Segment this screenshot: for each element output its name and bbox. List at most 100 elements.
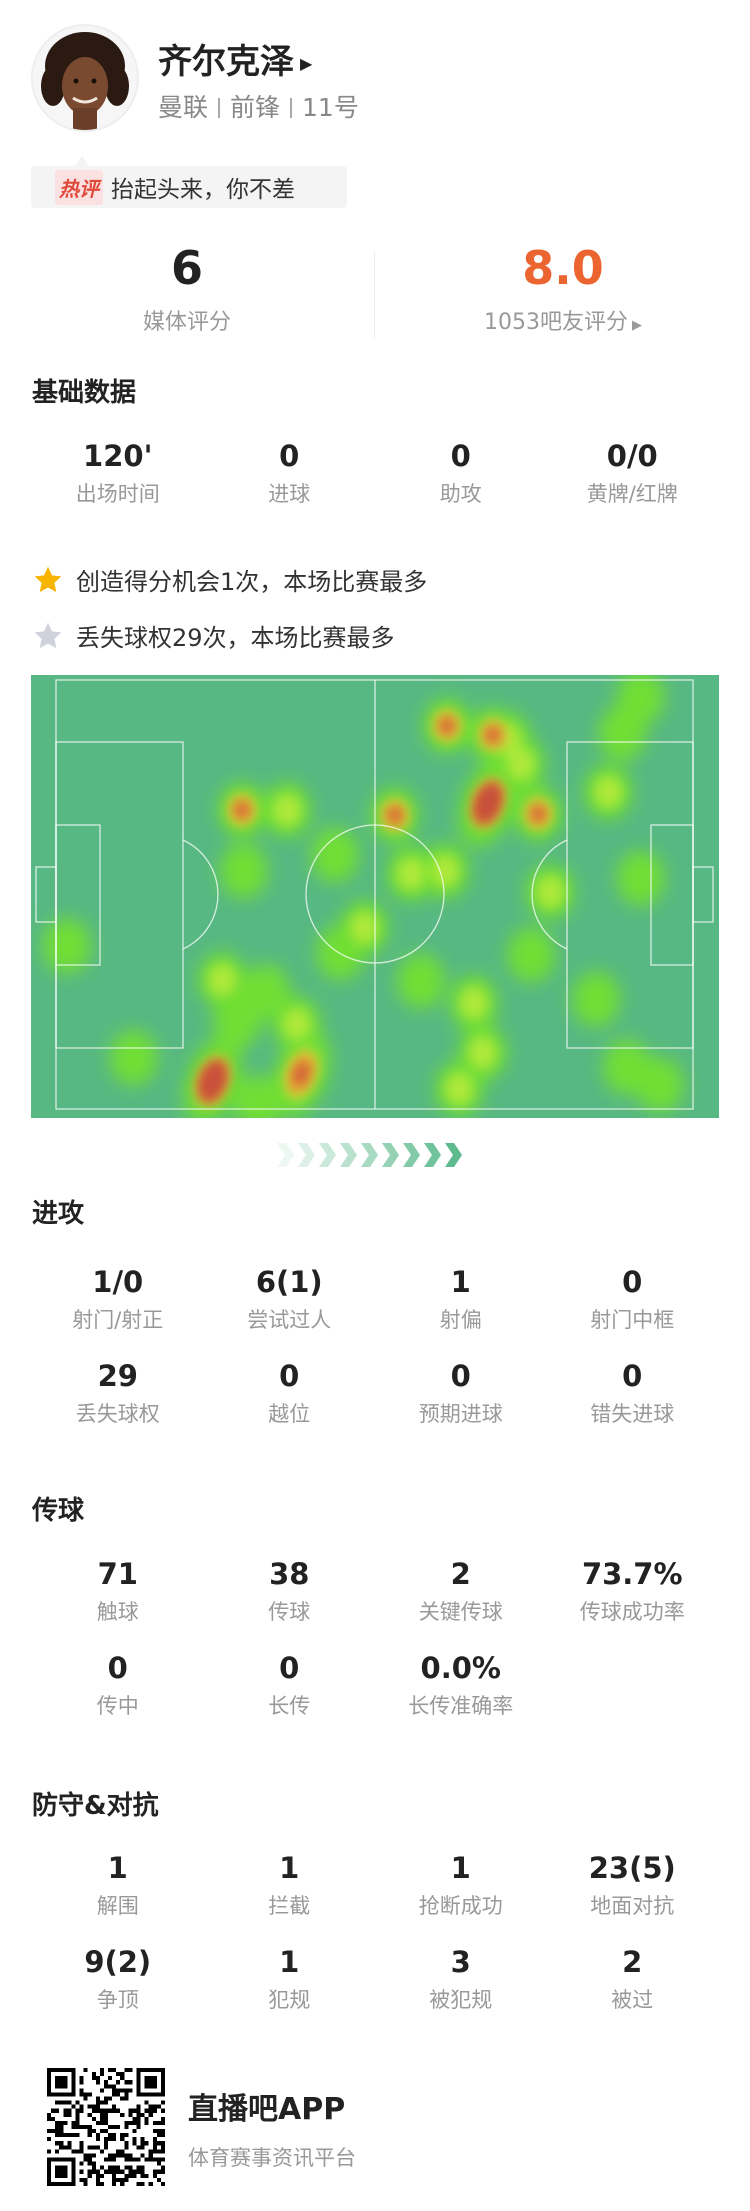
heatmap-point <box>459 986 488 1020</box>
heatmap-point <box>212 993 261 1049</box>
stat-item: 1/0 射门/射正 <box>32 1264 204 1334</box>
stat-label: 被犯规 <box>429 1988 493 2012</box>
stat-item: 0/0 黄牌/红牌 <box>547 438 719 508</box>
media-rating-label: 媒体评分 <box>142 310 231 335</box>
stat-label: 传球 <box>268 1600 311 1624</box>
stat-label: 长传 <box>268 1694 311 1718</box>
stat-label: 传中 <box>96 1694 139 1718</box>
stat-item: 2 被过 <box>547 1944 719 2014</box>
stat-item: 1 解围 <box>32 1850 204 1920</box>
stat-item: 0 长传 <box>204 1650 376 1720</box>
heatmap-point <box>536 875 565 909</box>
stat-item: 1 拦截 <box>204 1850 376 1920</box>
fan-rating-value: 8.0 <box>522 241 604 295</box>
stat-value: 0 <box>622 1265 643 1299</box>
heatmap-point <box>282 1007 311 1041</box>
stat-item: 0 预期进球 <box>375 1358 547 1428</box>
attack-stats-grid: 1/0 射门/射正 6(1) 尝试过人 1 射偏 0 射门中框 29 丢失球权 0 越位 0 预期进球 0 错… <box>32 1264 718 1428</box>
stat-label: 抢断成功 <box>418 1894 503 1918</box>
chevron-right-icon <box>340 1143 357 1167</box>
stat-value: 0 <box>450 1359 471 1393</box>
stat-label: 被过 <box>611 1988 654 2012</box>
player-meta: 曼联 前锋 11号 <box>158 88 359 124</box>
stat-item: 120' 出场时间 <box>32 438 204 508</box>
section-title-attack: 进攻 <box>32 1199 85 1229</box>
section-title-passing: 传球 <box>32 1496 85 1526</box>
heatmap-point <box>594 775 623 809</box>
stat-item: 9(2) 争顶 <box>32 1944 204 2014</box>
heatmap-point <box>507 927 556 983</box>
app-name: 直播吧APP <box>188 2092 346 2127</box>
separator <box>218 98 221 118</box>
fan-rating[interactable]: 8.0 1053吧友评分 ▶ <box>393 240 733 336</box>
stat-label: 犯规 <box>268 1988 311 2012</box>
highlight-item: 丢失球权29次，本场比赛最多 <box>32 618 395 653</box>
stat-value: 73.7% <box>581 1557 683 1591</box>
stat-label: 助攻 <box>439 482 482 506</box>
stat-item: 0 传中 <box>32 1650 204 1720</box>
stat-value: 3 <box>450 1945 471 1979</box>
heatmap-point <box>507 747 536 781</box>
heatmap-point <box>397 953 446 1009</box>
stat-value: 9(2) <box>84 1945 152 1979</box>
heatmap-point <box>440 717 455 734</box>
chevron-right-icon <box>319 1143 336 1167</box>
stat-item: 2 关键传球 <box>375 1556 547 1626</box>
stat-label: 关键传球 <box>418 1600 503 1624</box>
stat-item: 23(5) 地面对抗 <box>547 1850 719 1920</box>
heatmap-point <box>473 781 503 826</box>
chevron-right-icon <box>403 1143 420 1167</box>
stat-value: 0 <box>622 1359 643 1393</box>
heatmap-point <box>233 1075 282 1118</box>
stat-value: 0 <box>279 1359 300 1393</box>
hot-comment[interactable]: 热评 抬起头来，你不差 <box>31 156 347 208</box>
stat-item: 0 错失进球 <box>547 1358 719 1428</box>
stat-label: 触球 <box>96 1600 139 1624</box>
stat-label: 地面对抗 <box>590 1894 675 1918</box>
stat-item: 0.0% 长传准确率 <box>375 1650 547 1720</box>
heatmap-point <box>531 805 546 822</box>
stat-label: 争顶 <box>96 1988 139 2012</box>
media-rating: 6 媒体评分 <box>17 240 357 336</box>
stat-item: 1 抢断成功 <box>375 1850 547 1920</box>
stat-item: 6(1) 尝试过人 <box>204 1264 376 1334</box>
heatmap-point <box>219 843 268 899</box>
heatmap-point <box>572 971 621 1027</box>
stat-value: 1 <box>279 1945 300 1979</box>
stat-item: 38 传球 <box>204 1556 376 1626</box>
stat-item: 3 被犯规 <box>375 1944 547 2014</box>
player-name: 齐尔克泽 <box>158 42 294 82</box>
stat-value: 38 <box>269 1557 310 1591</box>
heatmap-point <box>316 925 365 981</box>
stat-label: 丢失球权 <box>75 1402 160 1426</box>
stat-label: 尝试过人 <box>247 1308 332 1332</box>
caret-right-icon: ▶ <box>300 54 313 73</box>
player-position: 前锋 <box>230 93 281 122</box>
stat-value: 120' <box>83 439 153 473</box>
stat-item: 0 助攻 <box>375 438 547 508</box>
chevron-right-icon <box>382 1143 399 1167</box>
stat-value: 0/0 <box>606 439 658 473</box>
section-title-basic: 基础数据 <box>32 378 137 408</box>
stat-value: 1 <box>450 1851 471 1885</box>
separator <box>290 98 293 118</box>
heatmap-point <box>235 801 250 819</box>
player-avatar[interactable] <box>31 24 139 132</box>
stat-label: 黄牌/红牌 <box>586 482 678 506</box>
highlight-text: 丢失球权29次，本场比赛最多 <box>76 624 395 652</box>
stat-value: 0 <box>107 1651 128 1685</box>
hot-comment-text: 抬起头来，你不差 <box>111 177 295 203</box>
stat-value: 1 <box>107 1851 128 1885</box>
qr-code[interactable] <box>47 2068 165 2186</box>
stat-value: 29 <box>97 1359 138 1393</box>
stat-value: 1 <box>279 1851 300 1885</box>
stat-item: 73.7% 传球成功率 <box>547 1556 719 1626</box>
stat-label: 射偏 <box>439 1308 482 1332</box>
stat-label: 预期进球 <box>418 1402 503 1426</box>
stat-label: 传球成功率 <box>579 1600 685 1624</box>
caret-right-icon: ▶ <box>632 318 642 333</box>
stat-item: 29 丢失球权 <box>32 1358 204 1428</box>
player-name-link[interactable]: 齐尔克泽 ▶ <box>158 34 312 83</box>
heatmap-point <box>387 807 402 824</box>
heatmap-layer <box>42 675 684 1118</box>
